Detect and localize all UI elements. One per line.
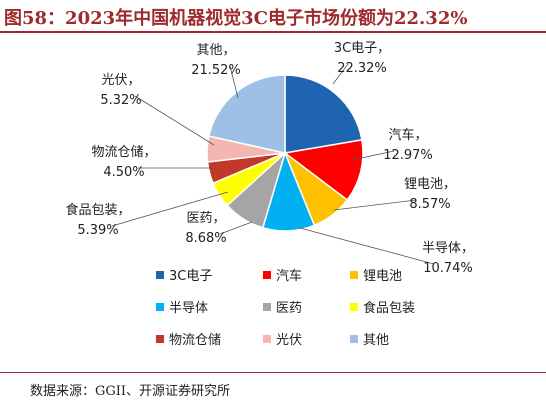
legend-swatch (350, 271, 358, 279)
slice-value-label: 12.97% (383, 148, 433, 163)
footer-divider (0, 372, 546, 373)
slice-name-label: 食品包装， (65, 202, 130, 218)
slice-name-label: 光伏， (101, 73, 140, 88)
legend-label: 半导体 (169, 301, 208, 316)
legend-label: 锂电池 (363, 269, 402, 284)
pie-slice-2 (283, 139, 364, 202)
legend-label: 3C电子 (169, 269, 212, 284)
slice-name-label: 3C电子， (334, 41, 390, 56)
legend-label: 医药 (276, 301, 302, 316)
slice-value-label: 10.74% (423, 261, 473, 276)
slice-name-label: 锂电池， (404, 177, 456, 192)
leader-line-4 (299, 227, 435, 265)
title-bar: 图58：2023年中国机器视觉3C电子市场份额为22.32% (0, 0, 546, 30)
slice-name-label: 其他， (196, 43, 235, 58)
source-note: 数据来源：GGII、开源证券研究所 (30, 384, 231, 399)
legend-label: 汽车 (276, 268, 302, 284)
legend-swatch (156, 335, 164, 343)
slice-value-label: 8.68% (185, 231, 226, 246)
slice-value-label: 4.50% (103, 165, 144, 180)
leader-line-1 (332, 63, 349, 85)
legend-label: 其他 (363, 333, 389, 348)
slice-value-label: 21.52% (191, 63, 241, 78)
legend-swatch (156, 271, 164, 279)
leader-line-5 (219, 221, 253, 235)
legend-swatch (263, 271, 271, 279)
leader-line-8 (134, 95, 215, 146)
pie-slice-1 (284, 74, 363, 154)
legend-label: 物流仓储 (169, 333, 221, 348)
slice-name-label: 汽车， (388, 127, 427, 143)
slice-value-label: 5.32% (100, 93, 141, 108)
legend-swatch (350, 303, 358, 311)
slice-name-label: 半导体， (422, 241, 474, 256)
slice-name-label: 医药， (186, 211, 225, 226)
leader-line-2 (351, 150, 395, 161)
slice-value-label: 5.39% (77, 223, 118, 238)
legend-swatch (263, 335, 271, 343)
leader-line-6 (111, 191, 229, 227)
slice-value-label: 8.57% (409, 197, 450, 212)
chart-title: 图58：2023年中国机器视觉3C电子市场份额为22.32% (4, 8, 468, 29)
slice-name-label: 物流仓储， (91, 145, 156, 160)
leader-line-3 (333, 199, 417, 211)
legend-label: 光伏 (276, 333, 302, 348)
legend-swatch (156, 303, 164, 311)
legend-swatch (263, 303, 271, 311)
legend-swatch (350, 335, 358, 343)
slice-value-label: 22.32% (337, 61, 387, 76)
title-divider (0, 31, 546, 33)
legend-label: 食品包装 (363, 300, 415, 316)
leader-line-9 (229, 65, 239, 99)
